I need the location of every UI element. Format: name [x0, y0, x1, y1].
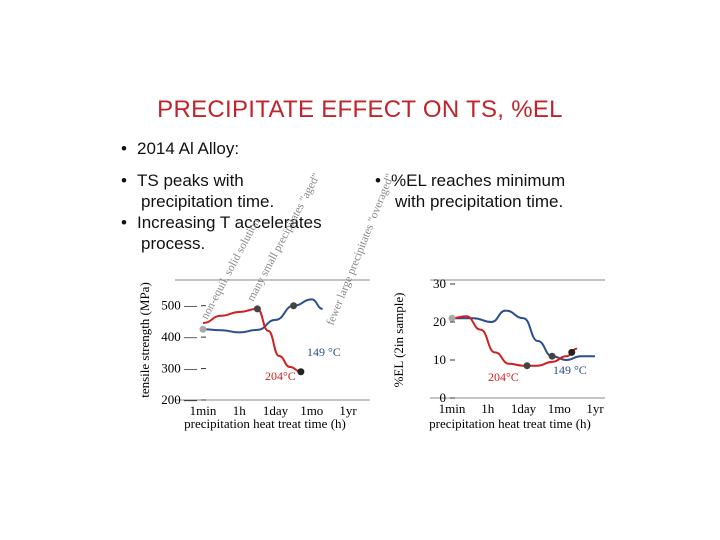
bullet-dot: •	[121, 139, 127, 158]
el-data-marker	[548, 352, 556, 360]
ts-legend-204: 204°C	[265, 369, 296, 383]
bullet-alloy-text: 2014 Al Alloy:	[137, 139, 240, 158]
ts-data-marker	[290, 302, 298, 310]
bullet-ts-line2: precipitation time.	[141, 192, 275, 211]
el-series-group	[448, 309, 595, 370]
ts-annotation-overaged: fewer large precipitates "overaged"	[325, 172, 397, 327]
slide-title: PRECIPITATE EFFECT ON TS, %EL	[157, 96, 563, 123]
el-legend-149: 149 °C	[553, 363, 587, 377]
ts-chart: 200 — 300 — 400 — 500 — 1min 1h 1day 1mo 1yr te…	[137, 171, 397, 431]
el-y-tick-label: 30	[433, 276, 446, 291]
bullet-el-minimum: • %EL reaches minimum with precipitation …	[375, 170, 565, 212]
ts-x-tick-label: 1h	[233, 403, 247, 418]
el-data-marker	[568, 348, 576, 356]
bullet-dot: •	[375, 171, 381, 190]
ts-series-line-0	[202, 298, 323, 334]
ts-x-tick-label: 1day	[263, 403, 289, 418]
ts-series-group	[199, 298, 323, 376]
el-x-tick-label: 1mo	[548, 401, 571, 416]
bullet-dot: •	[121, 213, 127, 232]
ts-x-tick-label: 1min	[190, 403, 217, 418]
el-x-label: precipitation heat treat time (h)	[429, 416, 591, 431]
ts-y-tick-label: 500 —	[161, 298, 198, 313]
el-y-label: %EL (2in sample)	[391, 293, 406, 388]
ts-data-marker	[199, 325, 207, 333]
bullet-alloy: • 2014 Al Alloy:	[121, 138, 239, 159]
bullet-ts-line1: TS peaks with	[137, 171, 244, 190]
el-y-ticks: 0 10 20 30	[433, 276, 455, 405]
ts-y-tick-label: 400 —	[161, 329, 198, 344]
ts-data-marker	[253, 305, 261, 313]
ts-x-label: precipitation heat treat time (h)	[184, 416, 346, 431]
el-legend-204: 204°C	[488, 370, 519, 384]
el-chart: 0 10 20 30 1min 1h 1day 1mo 1yr %EL (2in sample…	[391, 276, 605, 431]
el-y-tick-label: 0	[440, 390, 447, 405]
bullet-temp-line2: process.	[141, 234, 206, 253]
el-x-tick-label: 1h	[481, 401, 495, 416]
ts-y-ticks: 200 — 300 — 400 — 500 —	[161, 298, 206, 407]
ts-y-tick-label: 300 —	[161, 361, 198, 376]
el-x-tick-label: 1yr	[586, 401, 604, 416]
el-y-tick-label: 20	[433, 314, 446, 329]
el-x-tick-label: 1min	[439, 401, 466, 416]
ts-y-tick-label: 200 —	[161, 392, 198, 407]
ts-x-tick-label: 1yr	[339, 403, 357, 418]
el-y-tick-label: 10	[433, 352, 446, 367]
el-x-ticks: 1min 1h 1day 1mo 1yr	[439, 401, 605, 416]
bullet-el-line1: %EL reaches minimum	[391, 171, 566, 190]
ts-series-line-1	[202, 307, 301, 373]
el-series-line-1	[451, 315, 578, 367]
bullet-temperature: • Increasing T accelerates process.	[121, 212, 322, 254]
ts-data-marker	[297, 368, 305, 376]
ts-y-label: tensile strength (MPa)	[137, 282, 152, 398]
ts-legend-149: 149 °C	[307, 345, 341, 359]
el-data-marker	[523, 362, 531, 370]
ts-x-tick-label: 1mo	[300, 403, 323, 418]
el-data-marker	[448, 314, 456, 322]
bullet-dot: •	[121, 171, 127, 190]
bullet-ts-peaks: • TS peaks with precipitation time.	[121, 170, 274, 212]
el-series-line-0	[452, 309, 595, 362]
bullet-el-line2: with precipitation time.	[395, 192, 564, 211]
el-x-tick-label: 1day	[511, 401, 537, 416]
ts-x-ticks: 1min 1h 1day 1mo 1yr	[190, 403, 358, 418]
bullet-temp-line1: Increasing T accelerates	[137, 213, 322, 232]
